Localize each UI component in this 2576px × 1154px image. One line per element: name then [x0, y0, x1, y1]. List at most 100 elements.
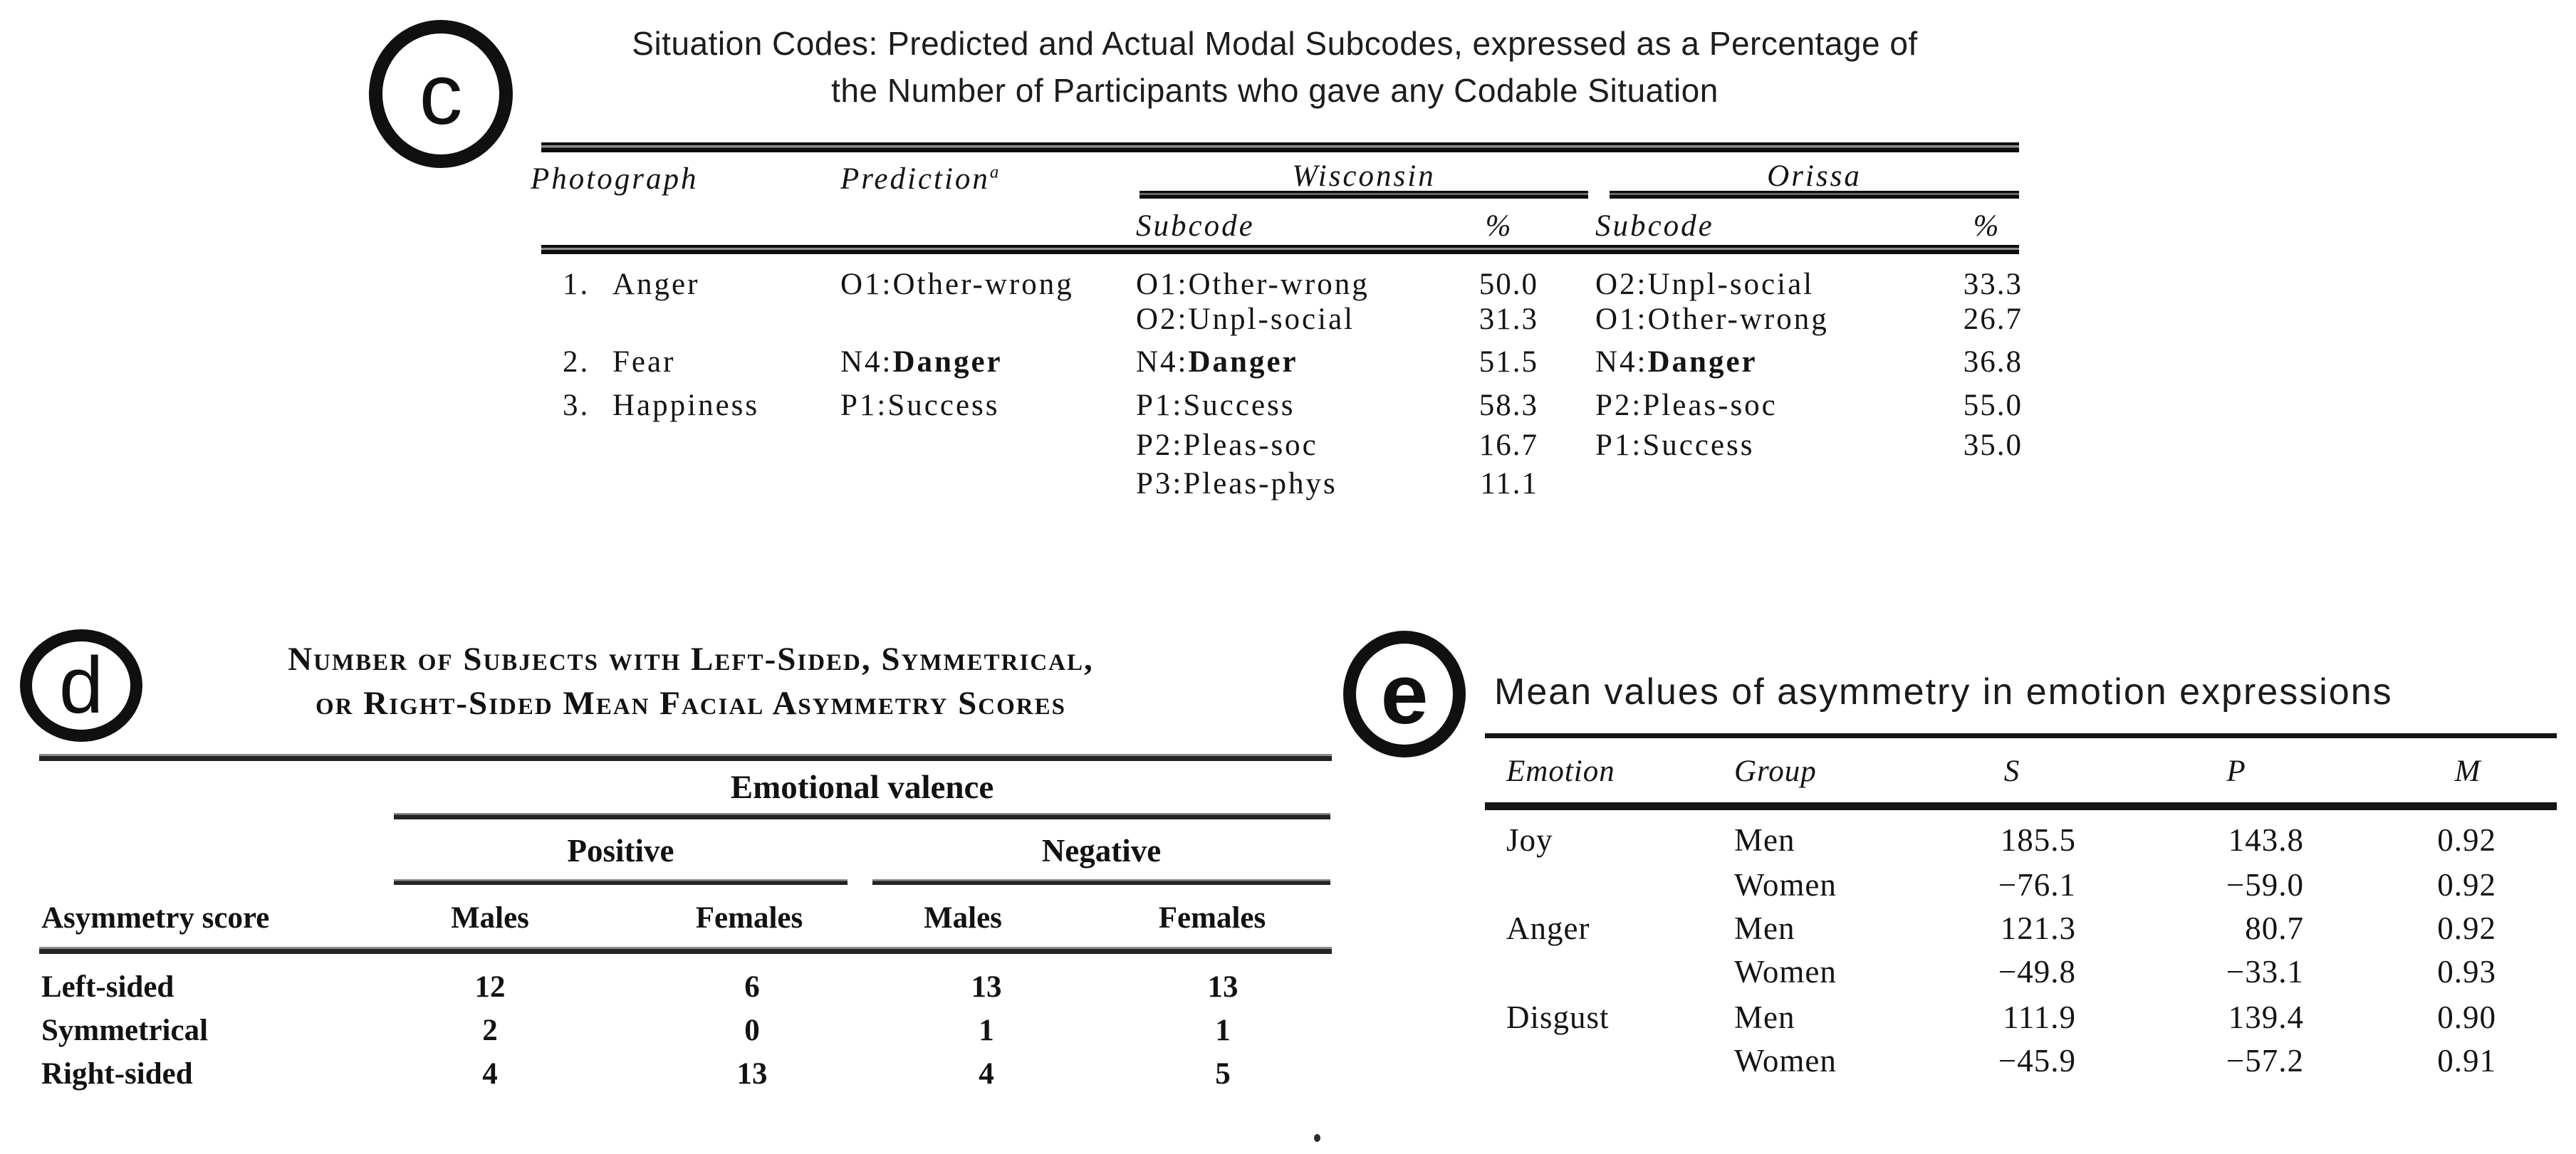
col-group-emotional-valence: Emotional valence [730, 769, 994, 806]
prediction-cell: O1:Other-wrong [840, 268, 1074, 301]
s-value-cell: 111.9 [2003, 1000, 2076, 1035]
col-header-orissa: Orissa [1767, 159, 1862, 193]
table-c-top-rule [541, 142, 2019, 152]
orissa-percent-cell: 36.8 [1963, 345, 2023, 379]
table-d-header-rule [39, 947, 1332, 954]
table-e-header-rule [1485, 802, 2557, 810]
emotion-cell: Anger [1506, 911, 1590, 946]
positive-span-rule [394, 879, 848, 885]
table-d-top-rule [39, 754, 1332, 761]
negative-span-rule [872, 879, 1330, 885]
group-cell: Women [1734, 867, 1837, 903]
col-header-emotion: Emotion [1506, 755, 1615, 788]
col-header-photograph: Photograph [531, 162, 699, 196]
orissa-subcode-cell: O2:Unpl-social [1595, 268, 1815, 301]
col-header-m: M [2454, 755, 2481, 788]
m-value-cell: 0.92 [2437, 911, 2496, 946]
s-value-cell: 121.3 [2000, 911, 2076, 946]
p-value-cell: 143.8 [2228, 822, 2304, 858]
value-cell: 4 [482, 1057, 498, 1091]
panel-c-badge: c [369, 20, 513, 168]
wisconsin-percent-cell: 31.3 [1479, 303, 1538, 336]
table-d-title-line2: or Right-Sided Mean Facial Asymmetry Sco… [316, 685, 1066, 722]
m-value-cell: 0.93 [2437, 954, 2496, 990]
orissa-subcode-cell: O1:Other-wrong [1595, 303, 1829, 336]
wisconsin-subcode-cell: P2:Pleas-soc [1136, 429, 1318, 462]
table-row: Anger Men 121.3 80.7 0.92 [1485, 913, 2557, 950]
col-header-wisconsin: Wisconsin [1292, 159, 1436, 193]
wisconsin-subcode-cell: N4:Danger [1136, 345, 1298, 379]
table-row: Women −49.8 −33.1 0.93 [1485, 956, 2557, 993]
wisconsin-percent-cell: 11.1 [1480, 467, 1538, 500]
p-value-cell: −33.1 [2226, 954, 2304, 990]
asymmetry-row-label: Left-sided [41, 970, 174, 1004]
orissa-subcode-cell: P1:Success [1595, 429, 1755, 462]
value-cell: 13 [736, 1057, 768, 1091]
col-header-p: P [2226, 755, 2246, 788]
s-value-cell: 185.5 [2000, 822, 2076, 858]
photo-label: Fear [612, 345, 676, 379]
photo-number: 1. [563, 268, 590, 301]
wisconsin-percent-cell: 58.3 [1479, 389, 1538, 422]
table-e-title-rule [1485, 733, 2557, 738]
col-header-percent-wisconsin: % [1485, 209, 1513, 243]
table-c: Photograph Predictiona Wisconsin Orissa … [531, 142, 2021, 530]
wisconsin-percent-cell: 50.0 [1479, 268, 1538, 301]
wisconsin-subcode-cell: O1:Other-wrong [1136, 268, 1370, 301]
group-cell: Men [1734, 1000, 1795, 1035]
group-cell: Women [1734, 954, 1837, 990]
prediction-cell: P1:Success [840, 389, 1000, 422]
value-cell: 5 [1215, 1057, 1231, 1091]
col-header-females-negative: Females [1158, 901, 1266, 935]
m-value-cell: 0.90 [2437, 1000, 2496, 1035]
orissa-subcode-cell: N4:Danger [1595, 345, 1758, 379]
photo-number: 3. [563, 389, 590, 422]
panel-e-badge: e [1343, 631, 1466, 757]
orissa-percent-cell: 55.0 [1963, 389, 2023, 422]
emotional-valence-span-rule [394, 813, 1330, 819]
p-value-cell: 80.7 [2245, 911, 2304, 946]
col-header-males-negative: Males [924, 901, 1002, 935]
col-header-subcode-wisconsin: Subcode [1136, 209, 1255, 243]
col-group-negative: Negative [1041, 833, 1162, 869]
asymmetry-row-label: Symmetrical [41, 1014, 209, 1047]
col-group-positive: Positive [567, 833, 674, 869]
table-row: 3. Happiness P1:Success P1:Success 58.3 … [531, 389, 2021, 423]
table-row: O2:Unpl-social 31.3 O1:Other-wrong 26.7 [531, 303, 2021, 337]
col-header-males-positive: Males [451, 901, 529, 935]
stray-mark [1314, 1134, 1320, 1142]
asymmetry-row-label: Right-sided [41, 1057, 193, 1091]
wisconsin-percent-cell: 16.7 [1479, 429, 1538, 462]
photo-label: Happiness [612, 389, 760, 422]
panel-e-letter: e [1380, 646, 1429, 742]
value-cell: 2 [482, 1014, 498, 1047]
p-value-cell: −59.0 [2226, 867, 2304, 903]
wisconsin-subcode-cell: O2:Unpl-social [1136, 303, 1355, 336]
value-cell: 13 [1207, 970, 1239, 1004]
col-header-percent-orissa: % [1973, 209, 2001, 243]
orissa-percent-cell: 26.7 [1963, 303, 2023, 336]
value-cell: 13 [971, 970, 1002, 1004]
emotion-cell: Joy [1506, 822, 1553, 858]
s-value-cell: −45.9 [1998, 1043, 2076, 1079]
table-c-title-line2: the Number of Participants who gave any … [831, 72, 1719, 109]
table-row: P2:Pleas-soc 16.7 P1:Success 35.0 [531, 429, 2021, 463]
photo-label: Anger [612, 268, 700, 301]
col-header-asymmetry-score: Asymmetry score [41, 901, 270, 935]
orissa-percent-cell: 33.3 [1963, 268, 2023, 301]
m-value-cell: 0.91 [2437, 1043, 2496, 1079]
table-row: P3:Pleas-phys 11.1 [531, 468, 2019, 501]
panel-c-letter: c [419, 46, 463, 142]
p-value-cell: 139.4 [2228, 1000, 2304, 1035]
table-row: 2. Fear N4:Danger N4:Danger 51.5 N4:Dang… [531, 345, 2021, 379]
table-e-title: Mean values of asymmetry in emotion expr… [1494, 671, 2393, 713]
m-value-cell: 0.92 [2437, 867, 2496, 903]
table-c-title-line1: Situation Codes: Predicted and Actual Mo… [632, 25, 1918, 62]
wisconsin-subcode-cell: P1:Success [1136, 389, 1295, 422]
table-row: Joy Men 185.5 143.8 0.92 [1485, 824, 2557, 861]
table-c-header-rule [541, 245, 2019, 254]
group-cell: Men [1734, 911, 1795, 946]
p-value-cell: −57.2 [2226, 1043, 2304, 1079]
photo-number: 2. [563, 345, 590, 379]
table-row: Symmetrical 2 0 1 1 [39, 1015, 1332, 1051]
